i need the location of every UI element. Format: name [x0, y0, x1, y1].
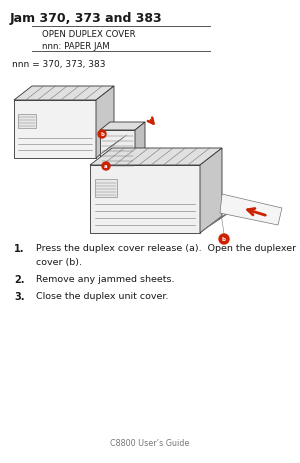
Polygon shape: [200, 149, 222, 233]
Text: b: b: [100, 132, 104, 137]
Polygon shape: [14, 87, 114, 101]
Text: a: a: [104, 164, 108, 169]
Text: 2.: 2.: [14, 274, 25, 284]
Bar: [95, 180, 117, 198]
Polygon shape: [220, 194, 282, 225]
Text: Jam 370, 373 and 383: Jam 370, 373 and 383: [10, 12, 163, 25]
Polygon shape: [90, 166, 200, 233]
Circle shape: [98, 131, 106, 139]
Bar: [18, 115, 36, 129]
Polygon shape: [14, 101, 96, 159]
Circle shape: [219, 234, 229, 244]
Polygon shape: [135, 123, 145, 171]
Text: b: b: [222, 237, 226, 242]
Text: OPEN DUPLEX COVER: OPEN DUPLEX COVER: [42, 30, 136, 39]
Text: Close the duplex unit cover.: Close the duplex unit cover.: [36, 291, 169, 300]
Polygon shape: [100, 123, 145, 131]
Text: nnn: PAPER JAM: nnn: PAPER JAM: [42, 42, 110, 51]
Text: C8800 User’s Guide: C8800 User’s Guide: [110, 438, 190, 447]
Text: Press the duplex cover release (a).  Open the duplexer: Press the duplex cover release (a). Open…: [36, 244, 296, 252]
Polygon shape: [96, 87, 114, 159]
Text: cover (b).: cover (b).: [36, 257, 82, 266]
Text: Remove any jammed sheets.: Remove any jammed sheets.: [36, 274, 175, 283]
Text: nnn = 370, 373, 383: nnn = 370, 373, 383: [12, 60, 106, 69]
Circle shape: [102, 163, 110, 171]
Polygon shape: [100, 131, 135, 171]
Text: 3.: 3.: [14, 291, 25, 301]
Text: 1.: 1.: [14, 244, 25, 253]
Polygon shape: [90, 149, 222, 166]
